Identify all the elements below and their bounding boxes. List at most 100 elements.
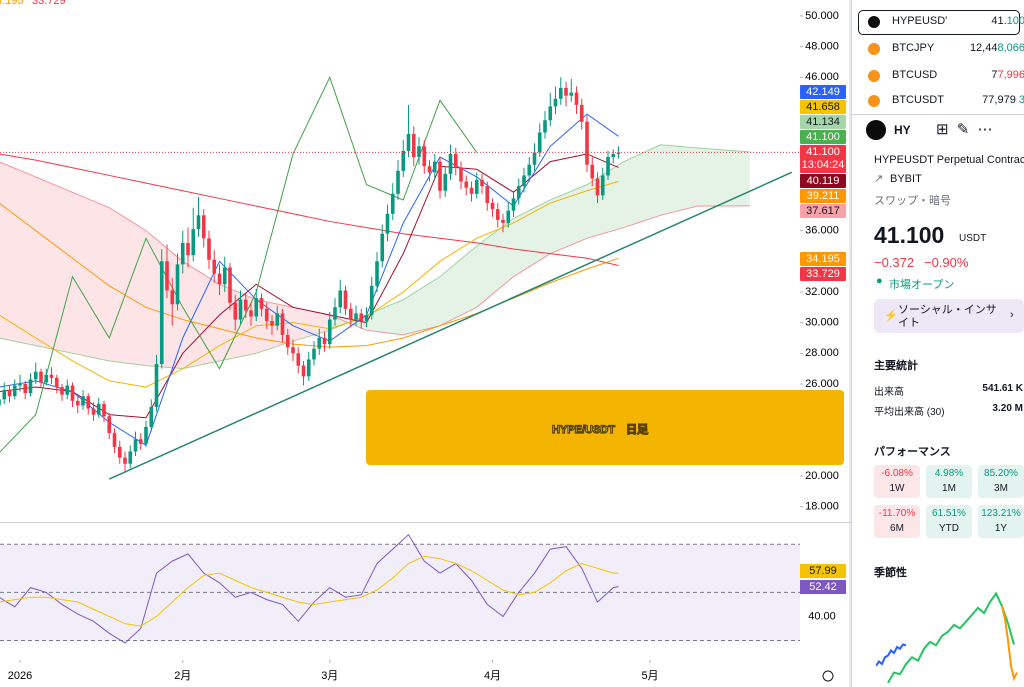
candle-body <box>490 203 495 210</box>
cloud-edge <box>0 161 750 336</box>
price-label: 37.617 <box>806 205 840 217</box>
perf-value: 85.20% <box>984 468 1018 479</box>
candle-body <box>438 161 442 191</box>
candle-body <box>501 219 505 223</box>
cloud-segment <box>109 207 147 366</box>
price-label-box <box>800 204 846 218</box>
candle-body <box>133 439 138 452</box>
status: 市場オープン <box>889 279 955 291</box>
candle-body <box>532 152 537 165</box>
rsi-label: 52.42 <box>809 581 837 593</box>
price-label: 40.119 <box>807 175 840 187</box>
cloud-segment <box>550 184 588 254</box>
candle-body <box>401 150 406 171</box>
watch-highlight[interactable] <box>858 10 1020 35</box>
cloud-segment <box>366 299 404 335</box>
candle-body <box>112 433 117 447</box>
candle-body <box>543 120 547 133</box>
cloud-segment <box>0 162 36 346</box>
perf-tile: -6.08% 1W <box>874 465 920 498</box>
season-title: 季節性 <box>874 567 907 579</box>
candle-body <box>207 238 211 260</box>
change-pct: −0.90% <box>924 255 969 270</box>
candle-body <box>54 377 59 388</box>
x-tick-label: 4月 <box>484 670 501 682</box>
watch-price: 77,996 <box>991 69 1024 81</box>
price-label-box <box>800 130 846 144</box>
social-button[interactable] <box>874 299 1024 333</box>
price-label: 33.729 <box>806 268 840 280</box>
candle-body <box>469 187 474 194</box>
perf-value: -11.70% <box>878 508 916 519</box>
candle-body <box>23 383 28 394</box>
perf-period: 1M <box>942 483 956 494</box>
perf-period: 3M <box>994 483 1008 494</box>
perf-period: 1Y <box>994 523 1008 534</box>
season-line <box>887 591 1015 684</box>
candle-body <box>128 451 133 464</box>
candle-body <box>264 308 269 322</box>
candle-body <box>170 290 175 305</box>
candle-body <box>138 439 143 444</box>
indicator-line <box>0 75 478 453</box>
candle-body <box>60 387 64 395</box>
price-label: 42.149 <box>806 86 840 98</box>
watch-price: 41.100 <box>991 15 1024 27</box>
candle-body <box>506 210 511 223</box>
symbol-icon <box>866 120 886 140</box>
toolbar-icons[interactable]: ⊞ ✎ ⋯ <box>936 121 995 138</box>
watch-icon <box>868 70 880 82</box>
candle-body <box>233 302 238 320</box>
watch-symbol[interactable]: HYPEUSD' <box>892 15 948 27</box>
social-label[interactable]: ソーシャル・インサイト <box>898 304 997 329</box>
stats-title: 主要統計 <box>874 360 918 372</box>
candle-body <box>522 175 526 187</box>
candle-body <box>527 164 532 176</box>
cloud-segment <box>35 176 73 354</box>
candle-body <box>65 385 70 395</box>
cloud-segment <box>513 199 551 277</box>
candle-body <box>238 299 243 320</box>
candle-body <box>44 374 49 383</box>
y-tick-label: 26.000 <box>805 378 839 390</box>
cloud-segment <box>403 276 441 335</box>
price-part: 7 <box>991 69 998 81</box>
rsi-line <box>0 533 619 644</box>
candle-body <box>280 313 285 335</box>
y-tick-label: 48.000 <box>805 41 839 53</box>
settings-icon[interactable] <box>822 670 834 682</box>
price-label-box <box>800 145 846 173</box>
price: 41.100 <box>874 222 945 248</box>
candle-body <box>322 337 327 345</box>
candle-body <box>312 348 316 360</box>
candle-body <box>123 457 127 464</box>
candle-body <box>217 273 222 285</box>
social-chevron: › <box>1010 309 1014 321</box>
trendline <box>108 171 793 480</box>
price-part: 7,996 <box>997 69 1024 81</box>
candle-body <box>380 233 385 262</box>
perf-tile: 61.51% YTD <box>926 505 972 538</box>
price-label: 41.100 <box>806 131 840 143</box>
watch-symbol[interactable]: BTCUSDT <box>892 94 944 106</box>
candle-body <box>0 399 1 406</box>
rsi-tick-label: 40.00 <box>808 610 836 622</box>
price-label-box <box>800 115 846 129</box>
candle-body <box>375 261 379 286</box>
watch-divider <box>852 114 1024 115</box>
watch-symbol[interactable]: BTCJPY <box>892 42 935 54</box>
perf-value: 4.98% <box>934 468 964 479</box>
rsi-label: 57.99 <box>809 565 837 577</box>
price-label: 41.100 <box>806 146 840 158</box>
indicator-line <box>0 153 619 266</box>
season-line <box>1001 606 1018 682</box>
candle-body <box>553 98 558 107</box>
candle-body <box>574 92 579 105</box>
exchange-arrow: ↗ <box>874 173 884 185</box>
perf-period: YTD <box>939 523 959 534</box>
candle-body <box>70 385 75 401</box>
watch-symbol[interactable]: BTCUSD <box>892 69 938 81</box>
candle-body <box>107 416 112 434</box>
perf-period: 6M <box>890 523 904 534</box>
